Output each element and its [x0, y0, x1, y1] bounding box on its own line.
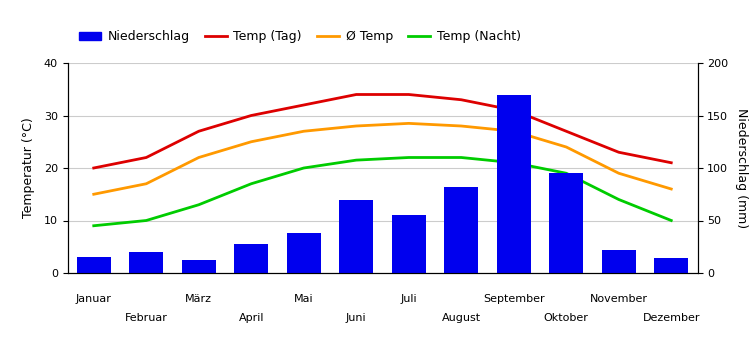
Y-axis label: Temperatur (°C): Temperatur (°C)	[22, 118, 35, 218]
Bar	[286, 233, 321, 273]
Text: März: März	[185, 294, 212, 304]
Legend: Niederschlag, Temp (Tag), Ø Temp, Temp (Nacht): Niederschlag, Temp (Tag), Ø Temp, Temp (…	[74, 25, 526, 48]
Bar	[129, 252, 164, 273]
Text: August: August	[442, 313, 481, 323]
Bar	[496, 94, 531, 273]
Text: Juli: Juli	[400, 294, 417, 304]
Text: April: April	[238, 313, 264, 323]
Y-axis label: Niederschlag (mm): Niederschlag (mm)	[735, 108, 748, 228]
Text: September: September	[483, 294, 544, 304]
Text: November: November	[590, 294, 648, 304]
Bar	[444, 187, 478, 273]
Bar	[234, 244, 268, 273]
Bar	[76, 257, 111, 273]
Text: Februar: Februar	[124, 313, 168, 323]
Text: Januar: Januar	[76, 294, 112, 304]
Text: Dezember: Dezember	[643, 313, 700, 323]
Bar	[339, 199, 374, 273]
Text: Oktober: Oktober	[544, 313, 589, 323]
Bar	[602, 250, 636, 273]
Bar	[392, 215, 426, 273]
Bar	[549, 173, 584, 273]
Bar	[654, 258, 688, 273]
Bar	[182, 260, 216, 273]
Text: Juni: Juni	[346, 313, 367, 323]
Text: Mai: Mai	[294, 294, 314, 304]
